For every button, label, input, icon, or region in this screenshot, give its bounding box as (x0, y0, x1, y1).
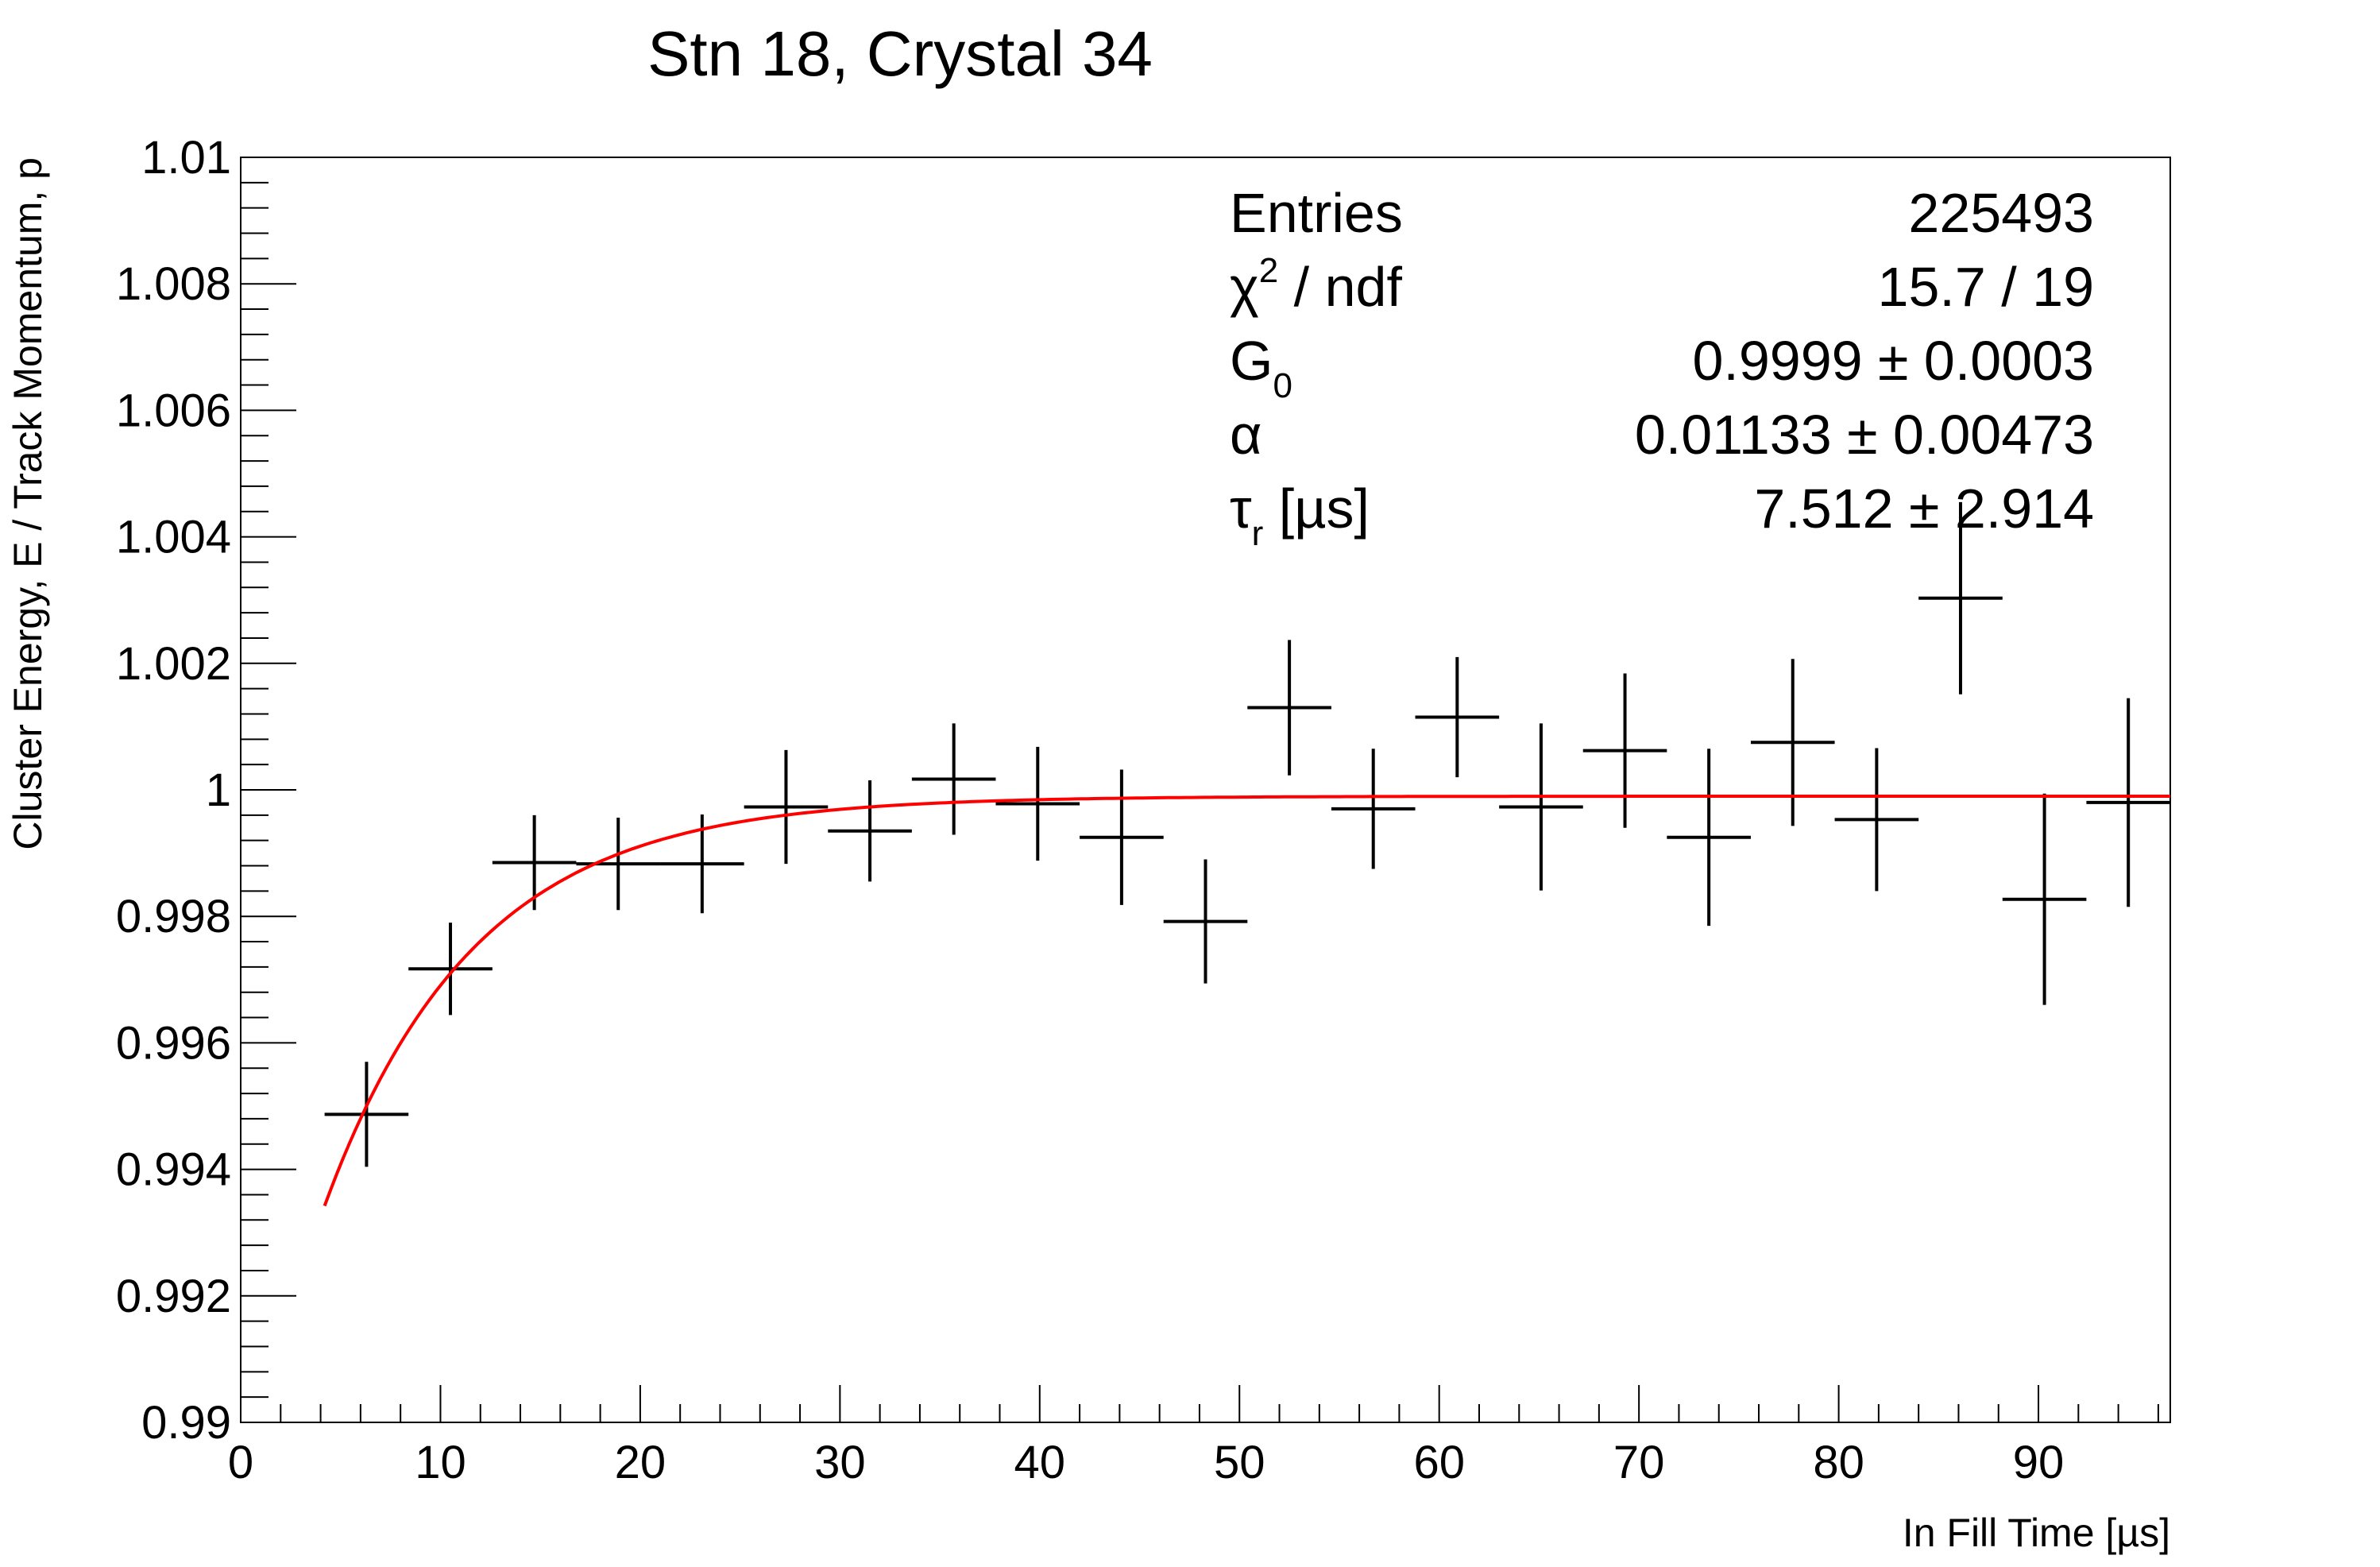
x-tick-label: 80 (1813, 1437, 1864, 1488)
x-axis: 0 10 20 30 40 50 60 70 80 90 (228, 1385, 2159, 1488)
data-point (1080, 769, 1164, 905)
data-point (1499, 723, 1583, 891)
x-tick-label: 20 (615, 1437, 666, 1488)
chart-title: Stn 18, Crystal 34 (647, 18, 1153, 89)
stats-tau-subscript: r (1252, 514, 1264, 553)
y-axis: 0.99 0.992 0.994 0.996 0.998 1 1.002 1.004 1.006… (116, 132, 296, 1449)
data-point (1415, 656, 1500, 778)
stats-row-entries-value: 225493 (1908, 182, 2094, 244)
x-tick-label: 10 (415, 1437, 466, 1488)
data-point (2086, 698, 2170, 907)
stats-chi-ndf-text: / ndf (1278, 256, 1402, 318)
data-point (1582, 673, 1667, 828)
stats-row-entries-label: Entries (1230, 182, 1403, 244)
data-point (1163, 859, 1248, 984)
stats-tau-unit: [µs] (1263, 478, 1370, 540)
x-tick-label: 30 (814, 1437, 866, 1488)
stats-chi-superscript: 2 (1259, 251, 1278, 290)
y-tick-label: 0.998 (116, 891, 231, 942)
y-tick-label: 0.996 (116, 1017, 231, 1069)
stats-row-alpha-label: α (1230, 404, 1261, 466)
data-point (911, 723, 996, 835)
x-tick-label: 60 (1413, 1437, 1465, 1488)
data-point (828, 780, 912, 882)
y-tick-label: 1.006 (116, 385, 231, 436)
data-point (408, 923, 493, 1016)
data-point (660, 814, 744, 914)
stats-row-tau-value: 7.512 ± 2.914 (1754, 478, 2094, 540)
data-point (576, 818, 661, 911)
stats-row-alpha-value: 0.01133 ± 0.00473 (1635, 404, 2094, 466)
stats-row-g0-label: G0 (1230, 330, 1292, 405)
x-tick-label: 40 (1014, 1437, 1066, 1488)
data-point (1247, 640, 1331, 776)
data-point (324, 1062, 409, 1167)
data-point (1834, 748, 1919, 892)
stats-box: Entries 225493 χ2 / ndf 15.7 / 19 G0 0.9… (1230, 182, 2094, 553)
data-series (324, 501, 2170, 1167)
y-tick-label: 1.01 (141, 132, 231, 184)
stats-tau-symbol: τ (1230, 478, 1252, 540)
x-tick-label: 0 (228, 1437, 253, 1488)
stats-row-g0-value: 0.9999 ± 0.0003 (1692, 330, 2094, 392)
y-tick-label: 1.008 (116, 258, 231, 310)
stats-g-subscript: 0 (1273, 366, 1292, 405)
stats-row-chi2-value: 15.7 / 19 (1878, 256, 2094, 318)
stats-row-chi2-label: χ2 / ndf (1230, 251, 1402, 318)
data-point (1331, 749, 1416, 869)
data-point (492, 814, 577, 911)
fit-curve (323, 795, 2170, 1207)
x-tick-label: 50 (1214, 1437, 1265, 1488)
x-axis-title: In Fill Time [µs] (1903, 1511, 2170, 1555)
y-tick-label: 1.002 (116, 638, 231, 690)
data-point (2002, 793, 2087, 1005)
y-tick-label: 0.992 (116, 1271, 231, 1322)
x-tick-label: 90 (2013, 1437, 2065, 1488)
y-axis-title: Cluster Energy, E / Track Momentum, p (6, 157, 50, 850)
data-point (744, 749, 829, 865)
y-tick-label: 1.004 (116, 512, 231, 563)
stats-g-symbol: G (1230, 330, 1273, 392)
data-point (1918, 501, 2003, 695)
data-point (1667, 749, 1751, 927)
data-point (1750, 659, 1835, 826)
y-tick-label: 1 (206, 764, 231, 816)
stats-row-tau-label: τr [µs] (1230, 478, 1370, 553)
stats-chi-symbol: χ (1230, 256, 1259, 318)
x-tick-label: 70 (1613, 1437, 1665, 1488)
y-tick-label: 0.994 (116, 1144, 231, 1196)
data-point (995, 746, 1080, 861)
y-tick-label: 0.99 (141, 1397, 231, 1449)
